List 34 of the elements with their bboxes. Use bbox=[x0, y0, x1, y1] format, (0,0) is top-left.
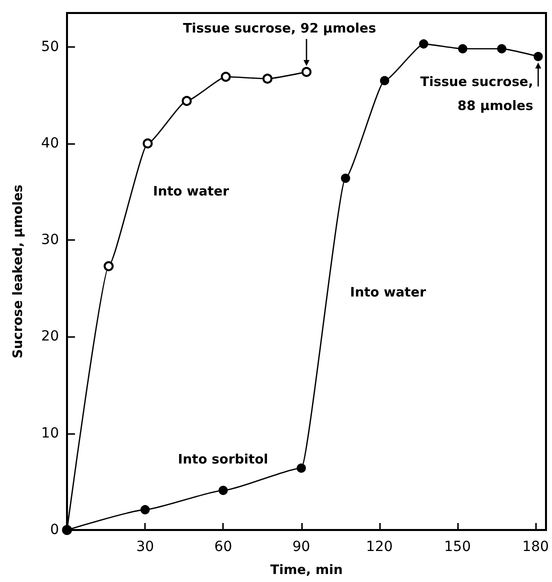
y-tick-label: 20 bbox=[41, 328, 59, 345]
point bbox=[142, 138, 153, 148]
point bbox=[340, 174, 350, 183]
point bbox=[220, 72, 231, 82]
y-tick-label: 50 bbox=[41, 38, 59, 55]
point bbox=[218, 486, 228, 495]
point bbox=[262, 74, 272, 84]
point bbox=[419, 39, 428, 49]
point bbox=[140, 505, 150, 514]
annotation: Tissue sucrose, 88 μmoles bbox=[420, 74, 534, 114]
y-tick-label: 10 bbox=[41, 425, 59, 442]
y-tick-label: 30 bbox=[41, 232, 59, 248]
point bbox=[380, 76, 390, 86]
annotation: Into sorbitol bbox=[178, 452, 268, 468]
x-tick-label: 30 bbox=[136, 539, 154, 555]
annotation: Into water bbox=[350, 286, 427, 300]
annotation: Tissue sucrose, 92 μmoles bbox=[182, 21, 376, 36]
point bbox=[534, 52, 543, 62]
x-tick-label: 60 bbox=[214, 539, 232, 555]
point bbox=[302, 66, 312, 77]
x-tick-label: 120 bbox=[366, 539, 393, 555]
y-axis-title: Sucrose leaked, μmoles bbox=[11, 184, 26, 358]
x-tick-label: 180 bbox=[522, 539, 549, 555]
point bbox=[182, 96, 192, 106]
x-tick-label: 90 bbox=[292, 539, 310, 555]
x-axis-title: Time, min bbox=[270, 563, 343, 578]
point bbox=[497, 44, 506, 54]
point bbox=[458, 44, 468, 54]
annotation: Into water bbox=[153, 184, 230, 200]
point bbox=[104, 261, 114, 272]
y-tick-label: 0 bbox=[50, 522, 59, 538]
y-tick-label: 40 bbox=[41, 135, 59, 152]
point bbox=[296, 464, 306, 473]
x-tick-label: 150 bbox=[444, 539, 471, 555]
